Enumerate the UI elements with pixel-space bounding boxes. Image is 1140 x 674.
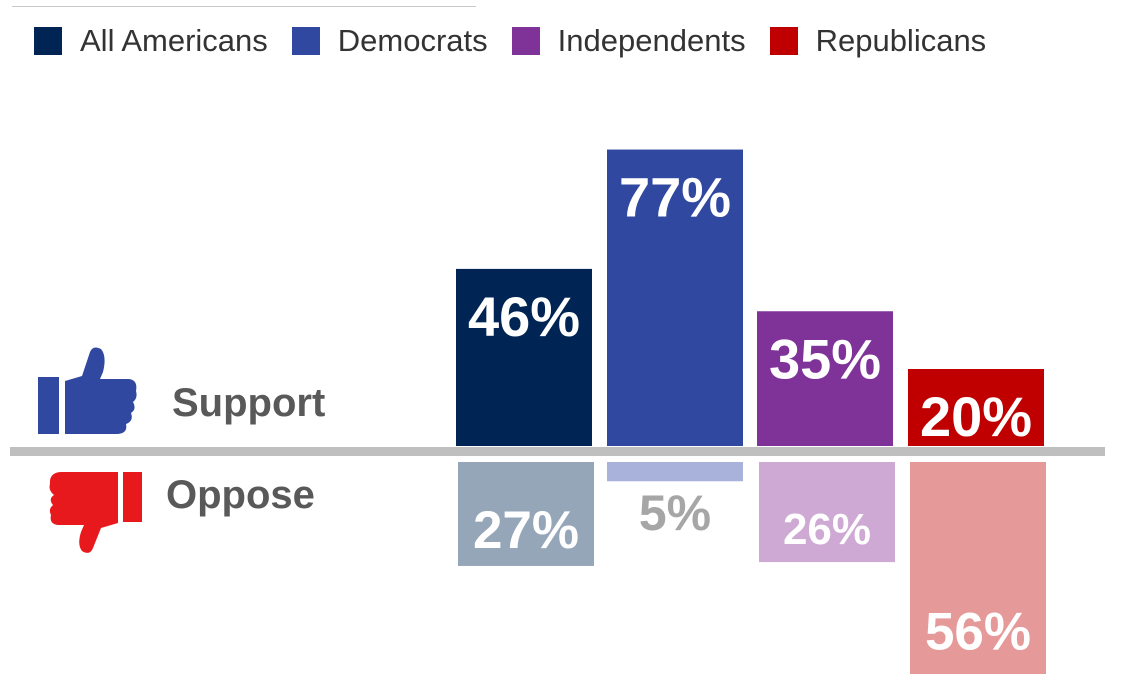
legend-label: Republicans	[815, 23, 987, 58]
oppose-bar-democrats	[607, 462, 743, 482]
legend-label: Democrats	[337, 23, 488, 58]
thumbs-up-icon	[38, 347, 137, 434]
oppose-value-label-republicans: 56%	[925, 603, 1031, 662]
support-label: Support	[172, 381, 326, 425]
thumbs-down-icon	[49, 472, 142, 553]
legend-swatch	[511, 27, 540, 55]
legend-label: Independents	[557, 23, 746, 58]
top-divider	[12, 6, 476, 7]
zero-baseline	[10, 447, 1105, 456]
legend-item-independents: Independents	[511, 23, 746, 59]
oppose-bar-all-americans	[458, 462, 594, 566]
legend-item-republicans: Republicans	[769, 23, 987, 59]
legend-label: All Americans	[80, 23, 268, 58]
support-value-label-democrats: 77%	[619, 166, 731, 229]
legend-item-democrats: Democrats	[291, 23, 488, 59]
oppose-value-label-independents: 26%	[783, 505, 871, 554]
support-value-label-all-americans: 46%	[468, 285, 580, 348]
oppose-value-label-democrats: 5%	[639, 485, 711, 541]
support-value-label-independents: 35%	[769, 327, 881, 390]
legend-swatch	[34, 27, 62, 55]
support-bar-republicans	[908, 369, 1044, 446]
legend-item-all-americans: All Americans	[34, 23, 268, 59]
legend: All Americans Democrats Independents Rep…	[34, 23, 986, 59]
legend-swatch	[769, 27, 798, 55]
support-bar-independents	[757, 311, 893, 446]
oppose-label: Oppose	[166, 473, 315, 517]
oppose-bar-republicans	[910, 462, 1046, 674]
legend-swatch	[291, 27, 320, 55]
support-bar-all-americans	[456, 268, 592, 446]
support-bar-democrats	[607, 149, 743, 447]
oppose-value-label-all-americans: 27%	[473, 501, 579, 560]
oppose-bar-independents	[759, 462, 895, 563]
support-value-label-republicans: 20%	[920, 385, 1032, 448]
